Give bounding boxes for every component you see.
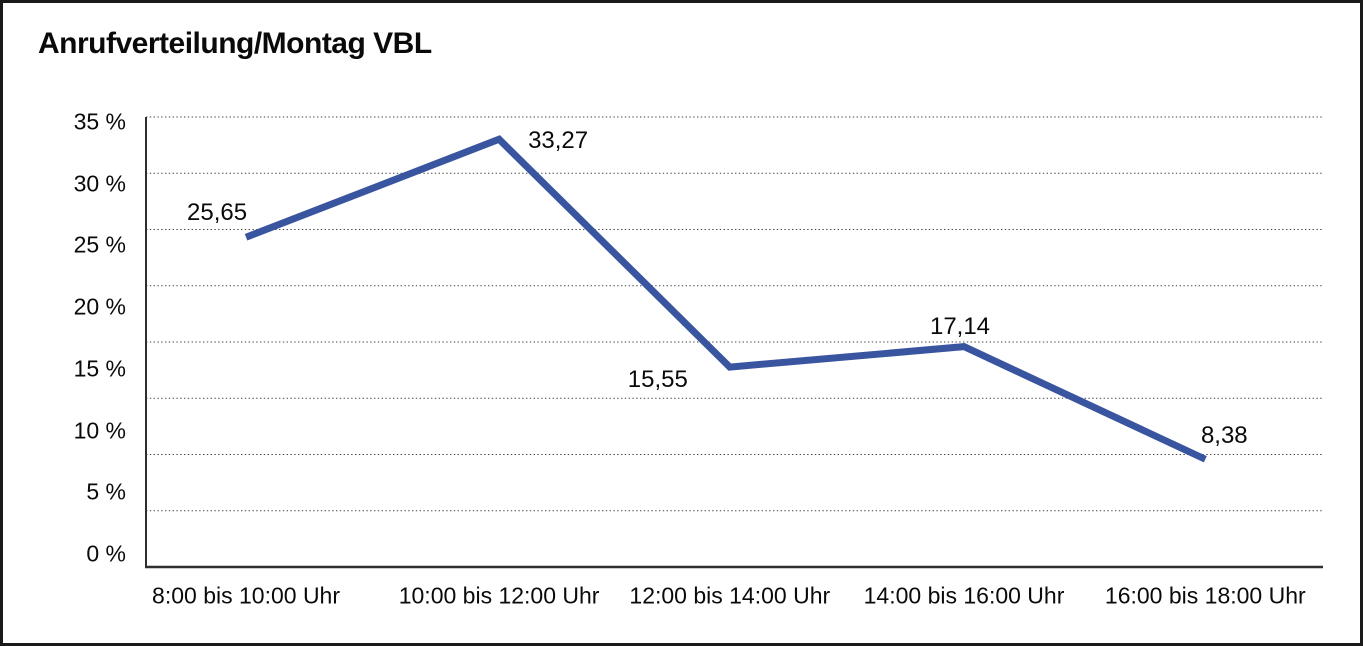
point-value-label: 17,14: [929, 312, 991, 340]
y-tick-label: 5 %: [86, 478, 126, 505]
x-tick-label: 8:00 bis 10:00 Uhr: [152, 582, 341, 609]
chart-title: Anrufverteilung/Montag VBL: [38, 27, 432, 60]
y-tick-label: 35 %: [73, 108, 126, 135]
x-tick-label: 14:00 bis 16:00 Uhr: [863, 582, 1065, 609]
x-tick-label: 16:00 bis 18:00 Uhr: [1104, 582, 1306, 609]
y-tick-label: 20 %: [73, 293, 126, 320]
y-tick-label: 10 %: [73, 417, 126, 444]
y-tick-label: 25 %: [73, 231, 126, 258]
x-tick-label: 10:00 bis 12:00 Uhr: [398, 582, 600, 609]
y-tick-label: 0 %: [86, 540, 126, 567]
point-value-label: 15,55: [627, 366, 688, 394]
y-tick-label: 15 %: [73, 355, 126, 382]
point-value-label: 33,27: [528, 127, 589, 155]
x-tick-label: 12:00 bis 14:00 Uhr: [629, 582, 831, 609]
data-line-series: [244, 135, 1207, 463]
point-value-label: 25,65: [187, 199, 248, 227]
y-tick-label: 30 %: [73, 170, 126, 197]
point-value-label: 8,38: [1200, 422, 1248, 450]
